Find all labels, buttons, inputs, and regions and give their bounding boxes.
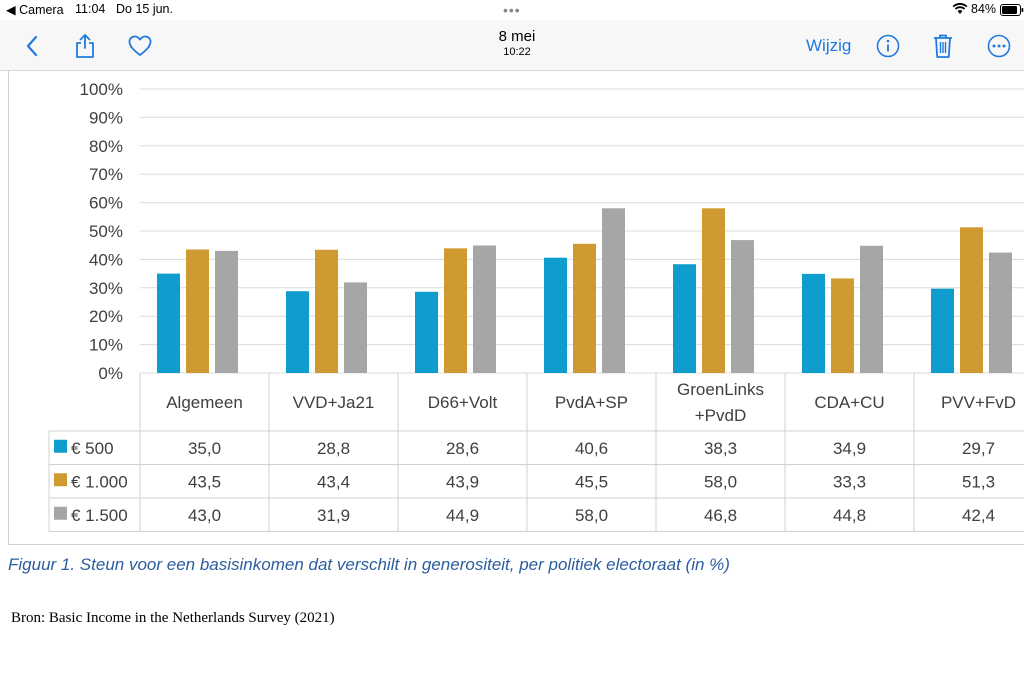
y-tick-label: 30% xyxy=(89,279,123,298)
legend-label: € 1.500 xyxy=(71,506,128,525)
more-icon xyxy=(987,34,1011,58)
bar xyxy=(157,273,180,373)
bar xyxy=(731,240,754,373)
back-button[interactable] xyxy=(18,32,46,60)
y-tick-label: 20% xyxy=(89,307,123,326)
category-label: Algemeen xyxy=(166,393,243,412)
bar xyxy=(186,249,209,373)
data-label: 44,8 xyxy=(833,506,866,525)
category-label: VVD+Ja21 xyxy=(293,393,375,412)
y-tick-label: 100% xyxy=(80,80,123,99)
more-button[interactable] xyxy=(985,32,1013,60)
photo-toolbar: 8 mei 10:22 Wijzig xyxy=(0,20,1024,71)
category-label: D66+Volt xyxy=(428,393,498,412)
category-label: GroenLinks xyxy=(677,380,764,399)
bar xyxy=(989,252,1012,373)
category-label: PVV+FvD xyxy=(941,393,1016,412)
bar xyxy=(444,248,467,373)
data-label: 45,5 xyxy=(575,472,608,491)
status-date: Do 15 jun. xyxy=(116,2,173,16)
photo-content: 0% 10% 20% 30% 40% 50% 60% 70% 80% 90% 100% Algemee… xyxy=(8,70,1024,545)
data-label: 42,4 xyxy=(962,506,995,525)
category-label: PvdA+SP xyxy=(555,393,628,412)
chevron-left-icon xyxy=(26,35,38,57)
bar xyxy=(802,273,825,373)
legend-swatch xyxy=(54,473,67,487)
trash-icon xyxy=(934,34,952,58)
edit-button[interactable]: Wijzig xyxy=(806,36,852,55)
battery-percent: 84% xyxy=(971,2,997,16)
y-tick-label: 80% xyxy=(89,137,123,156)
y-tick-label: 0% xyxy=(98,364,123,383)
source-note: Bron: Basic Income in the Netherlands Su… xyxy=(11,610,335,626)
data-label: 43,0 xyxy=(188,506,221,525)
share-icon xyxy=(76,34,94,58)
bar xyxy=(702,208,725,373)
status-time: 11:04 xyxy=(75,2,106,16)
data-label: 58,0 xyxy=(704,472,737,491)
bar xyxy=(573,243,596,373)
bar xyxy=(544,257,567,373)
bar xyxy=(315,249,338,373)
photo-time: 10:22 xyxy=(503,46,531,58)
delete-button[interactable] xyxy=(929,32,957,60)
data-label: 28,8 xyxy=(317,439,350,458)
favorite-button[interactable] xyxy=(126,32,154,60)
photo-date: 8 mei xyxy=(498,28,536,45)
data-label: 31,9 xyxy=(317,506,350,525)
y-tick-label: 60% xyxy=(89,194,123,213)
back-to-camera[interactable]: ◀ Camera xyxy=(6,3,64,17)
data-label: 58,0 xyxy=(575,506,608,525)
y-tick-label: 10% xyxy=(89,336,123,355)
bar xyxy=(673,264,696,373)
category-label: +PvdD xyxy=(695,406,747,425)
bar xyxy=(473,245,496,373)
bar xyxy=(415,291,438,373)
data-label: 43,4 xyxy=(317,472,350,491)
data-label: 43,5 xyxy=(188,472,221,491)
share-button[interactable] xyxy=(71,32,99,60)
data-label: 33,3 xyxy=(833,472,866,491)
category-label: CDA+CU xyxy=(814,393,884,412)
y-tick-label: 50% xyxy=(89,222,123,241)
data-label: 38,3 xyxy=(704,439,737,458)
data-label: 51,3 xyxy=(962,472,995,491)
multitasking-dots[interactable]: ••• xyxy=(503,2,521,18)
y-tick-label: 90% xyxy=(89,108,123,127)
photo-title: 8 mei 10:22 xyxy=(462,28,572,58)
bar xyxy=(831,278,854,373)
data-label: 35,0 xyxy=(188,439,221,458)
heart-icon xyxy=(128,35,152,56)
y-tick-label: 70% xyxy=(89,165,123,184)
bar xyxy=(931,288,954,373)
bar xyxy=(215,250,238,373)
bar xyxy=(960,227,983,373)
info-button[interactable] xyxy=(874,32,902,60)
bar xyxy=(860,245,883,373)
status-bar: ◀ Camera 11:04 Do 15 jun. ••• 84% xyxy=(0,0,1024,20)
bar xyxy=(286,291,309,373)
figure-caption: Figuur 1. Steun voor een basisinkomen da… xyxy=(8,555,730,574)
bar-chart: 0% 10% 20% 30% 40% 50% 60% 70% 80% 90% 100% Algemee… xyxy=(48,80,1024,532)
data-label: 46,8 xyxy=(704,506,737,525)
bar xyxy=(602,208,625,373)
data-label: 28,6 xyxy=(446,439,479,458)
battery-icon xyxy=(1000,4,1024,19)
wifi-icon xyxy=(952,3,968,18)
data-label: 44,9 xyxy=(446,506,479,525)
bar xyxy=(344,282,367,373)
legend-label: € 500 xyxy=(71,439,114,458)
data-label: 29,7 xyxy=(962,439,995,458)
info-icon xyxy=(876,34,900,58)
legend-label: € 1.000 xyxy=(71,472,128,491)
legend-swatch xyxy=(54,439,67,453)
y-tick-label: 40% xyxy=(89,250,123,269)
legend-swatch xyxy=(54,506,67,520)
data-label: 43,9 xyxy=(446,472,479,491)
data-label: 40,6 xyxy=(575,439,608,458)
data-label: 34,9 xyxy=(833,439,866,458)
